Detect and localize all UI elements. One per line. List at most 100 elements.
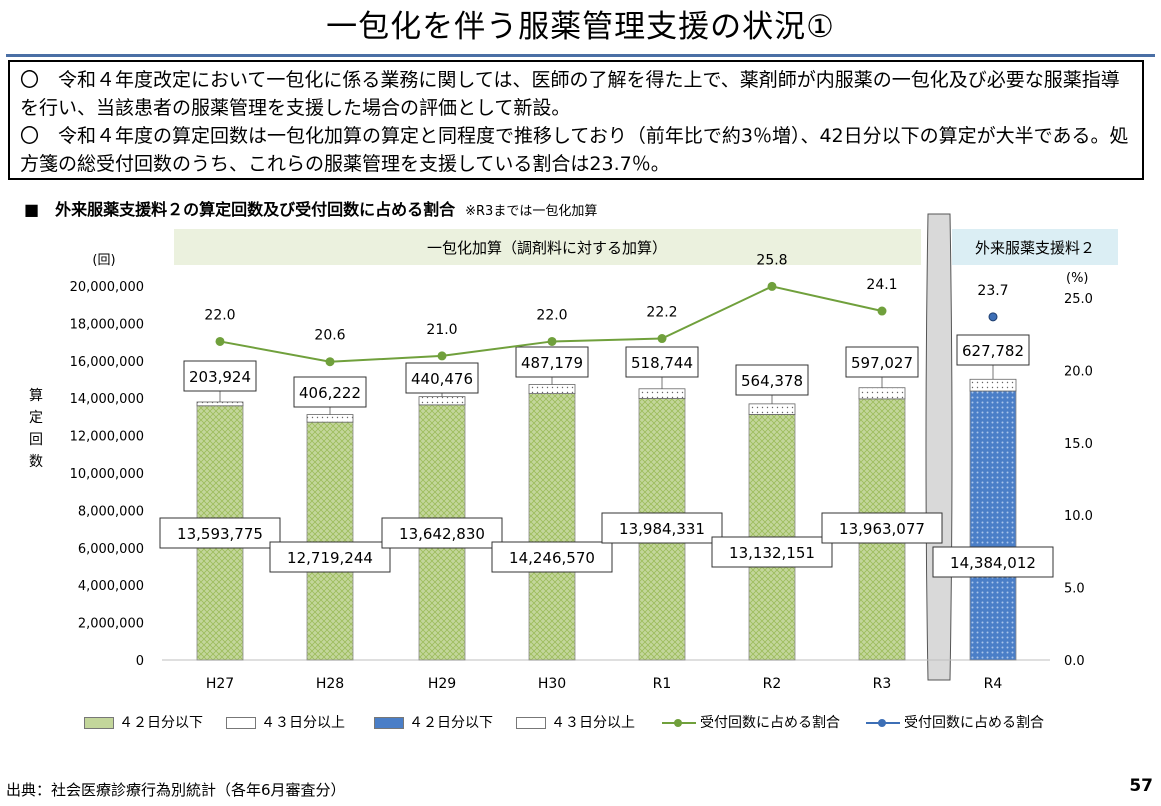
y2-tick-label: 20.0 (1064, 364, 1093, 379)
data-label-43-days: 564,378 (741, 372, 803, 390)
ratio-point (325, 357, 335, 367)
data-label-42-days: 12,719,244 (287, 549, 373, 567)
bar-42-days-or-less (528, 393, 576, 661)
legend-swatch-dotted (516, 717, 546, 729)
y-tick-label: 18,000,000 (70, 317, 144, 332)
y-tick-label: 16,000,000 (70, 355, 144, 370)
bar-42-days-or-less (306, 421, 354, 661)
legend-line-blue (866, 717, 900, 729)
ratio-label: 22.0 (536, 307, 567, 323)
data-label-box (932, 546, 1054, 578)
legend-item-ratio-blue: 受付回数に占める割合 (866, 714, 1044, 732)
y2-tick-label: 15.0 (1064, 437, 1093, 452)
x-tick-label: H28 (316, 676, 344, 692)
data-label-box (625, 346, 699, 378)
y-tick-label: 20,000,000 (70, 280, 144, 295)
ratio-label: 23.7 (977, 283, 1008, 299)
ratio-point (547, 336, 557, 346)
legend-swatch-dotted (226, 717, 256, 729)
legend-label: ４３日分以上 (261, 715, 345, 731)
data-label-box (293, 376, 367, 408)
data-label-box (491, 541, 613, 573)
data-label-42-days: 14,384,012 (950, 554, 1036, 572)
ratio-point (215, 336, 225, 346)
data-label-box (735, 364, 809, 396)
ratio-point (657, 334, 667, 344)
legend-label: 受付回数に占める割合 (700, 715, 840, 731)
ratio-point (988, 312, 998, 322)
y-tick-label: 14,000,000 (70, 392, 144, 407)
legend-label: ４２日分以下 (119, 715, 203, 731)
legend-label: ４３日分以上 (551, 715, 635, 731)
summary-box: 〇 令和４年度改定において一包化に係る業務に関しては、医師の了解を得た上で、薬剤… (8, 60, 1144, 180)
legend-label: ４２日分以下 (409, 715, 493, 731)
y2-tick-label: 0.0 (1064, 654, 1085, 669)
y-unit-label: (回) (92, 253, 115, 268)
chart-note: ※R3までは一包化加算 (465, 204, 598, 219)
chart-title-text: ■ 外来服薬支援料２の算定回数及び受付回数に占める割合 (24, 200, 456, 219)
legend-item-green-43: ４３日分以上 (226, 714, 345, 732)
period-label: 外来服薬支援料２ (975, 239, 1095, 257)
y-axis-title-char: 数 (29, 454, 43, 470)
legend-item-blue-43: ４３日分以上 (516, 714, 635, 732)
ratio-label: 20.6 (314, 328, 345, 344)
x-tick-label: H30 (538, 676, 566, 692)
data-label-box (159, 517, 281, 549)
y-tick-label: 0 (136, 654, 144, 669)
data-label-42-days: 13,642,830 (399, 525, 485, 543)
y-tick-label: 6,000,000 (78, 542, 144, 557)
legend-item-green-42: ４２日分以下 (84, 714, 203, 732)
ratio-point (437, 351, 447, 361)
axis-break (925, 213, 953, 681)
ratio-point (877, 306, 887, 316)
y-axis-title-char: 回 (29, 432, 43, 448)
x-tick-label: R3 (873, 676, 892, 692)
ratio-label: 22.2 (646, 305, 677, 321)
source-note: 出典：社会医療診療行為別統計（各年6月審査分） (6, 781, 346, 799)
data-label-43-days: 440,476 (411, 370, 473, 388)
page-title: 一包化を伴う服薬管理支援の状況① (326, 9, 835, 45)
legend-label: 受付回数に占める割合 (904, 715, 1044, 731)
page-number: 57 (1129, 776, 1153, 796)
x-tick-label: H27 (206, 676, 234, 692)
data-label-box (821, 512, 943, 544)
ratio-label: 21.0 (426, 322, 457, 338)
data-label-43-days: 597,027 (851, 354, 913, 372)
y2-tick-label: 10.0 (1064, 509, 1093, 524)
bar-42-days-or-less (969, 390, 1017, 661)
ratio-point (767, 281, 777, 291)
y-tick-label: 4,000,000 (78, 579, 144, 594)
data-label-42-days: 13,132,151 (729, 544, 815, 562)
legend-swatch-green (84, 717, 114, 729)
bar-43-days-or-more (858, 387, 906, 400)
x-tick-label: R1 (653, 676, 672, 692)
data-label-43-days: 627,782 (962, 342, 1024, 360)
data-label-42-days: 13,963,077 (839, 520, 925, 538)
y-tick-label: 12,000,000 (70, 430, 144, 445)
chart-title: ■ 外来服薬支援料２の算定回数及び受付回数に占める割合 ※R3までは一包化加算 (24, 196, 597, 220)
data-label-43-days: 487,179 (521, 354, 583, 372)
data-label-box (405, 362, 479, 394)
title-rule (6, 54, 1155, 57)
data-label-43-days: 518,744 (631, 354, 693, 372)
ratio-label: 25.8 (756, 252, 787, 268)
bar-43-days-or-more (969, 378, 1017, 392)
legend-swatch-blue (374, 717, 404, 729)
period-band-blue (952, 229, 1118, 265)
data-label-box (845, 346, 919, 378)
data-label-42-days: 13,593,775 (177, 525, 263, 543)
ratio-label: 22.0 (204, 307, 235, 323)
bar-43-days-or-more (528, 384, 576, 394)
bar-43-days-or-more (418, 396, 466, 406)
legend-item-ratio-green: 受付回数に占める割合 (662, 714, 840, 732)
x-tick-label: R2 (763, 676, 782, 692)
data-label-box (515, 346, 589, 378)
x-tick-label: H29 (428, 676, 456, 692)
data-label-42-days: 14,246,570 (509, 549, 595, 567)
data-label-box (183, 360, 257, 392)
period-band-green (174, 229, 921, 265)
y2-tick-label: 25.0 (1064, 292, 1093, 307)
y-tick-label: 2,000,000 (78, 617, 144, 632)
x-tick-label: R4 (984, 676, 1003, 692)
